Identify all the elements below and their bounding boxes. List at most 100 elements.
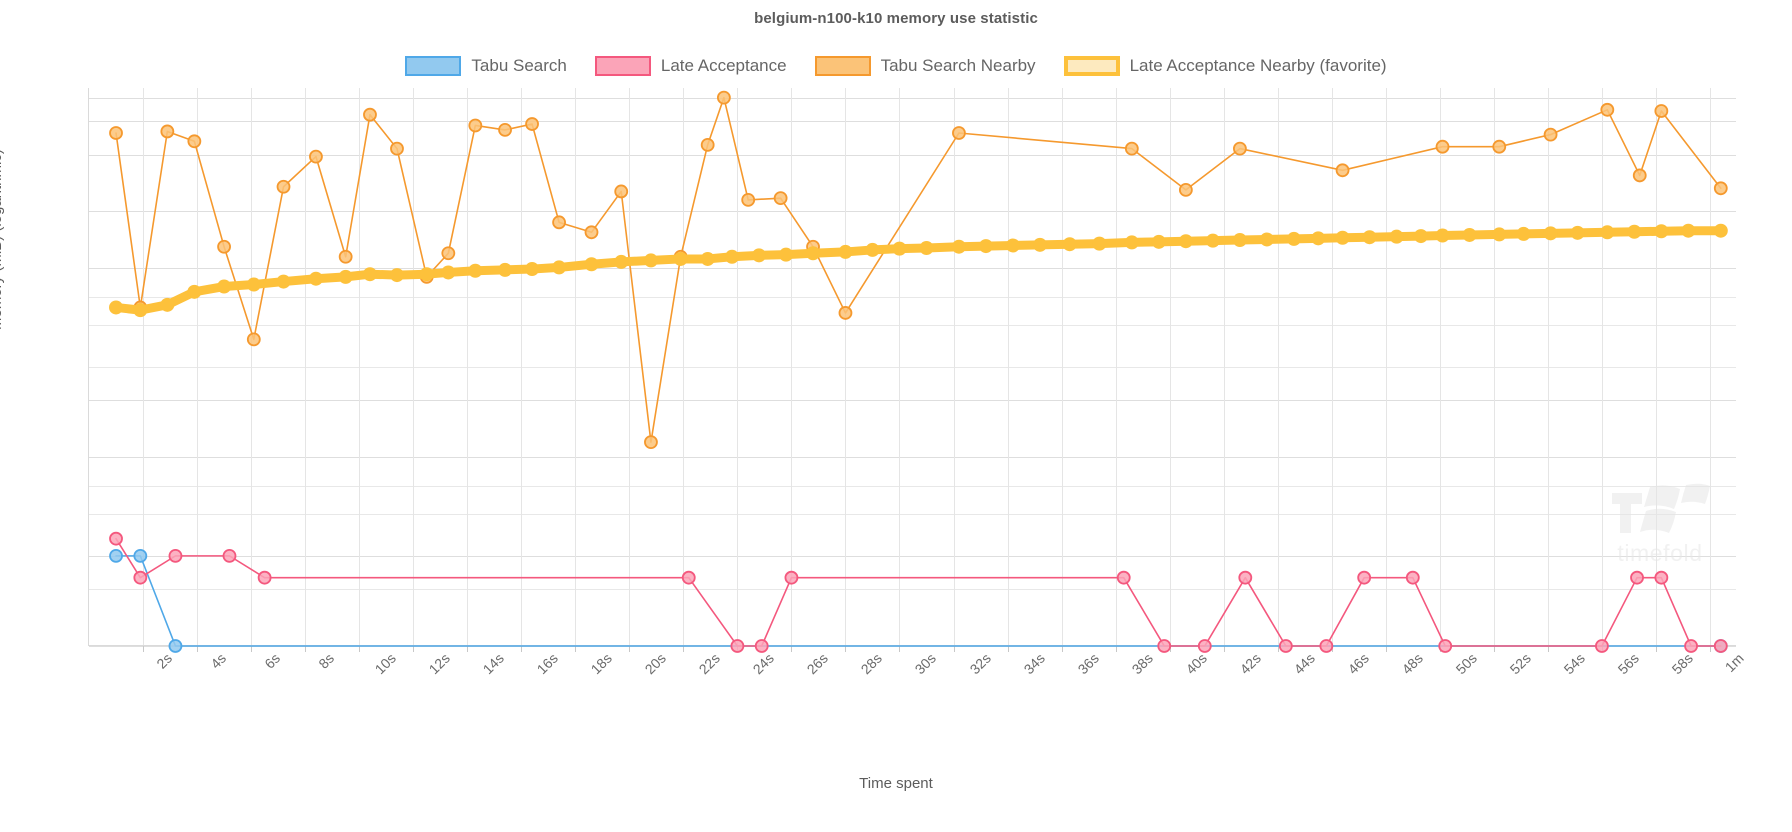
data-point[interactable] [1600,225,1615,240]
data-point[interactable] [773,191,788,206]
data-point[interactable] [643,253,658,268]
data-point[interactable] [187,134,202,149]
data-point[interactable] [109,548,123,563]
data-point[interactable] [276,274,291,289]
data-point[interactable] [1362,230,1377,245]
data-point[interactable] [160,297,175,312]
data-point[interactable] [681,570,696,585]
data-point[interactable] [1684,639,1698,653]
data-point[interactable] [441,265,456,280]
legend-item-tabu-search-nearby[interactable]: Tabu Search Nearby [814,56,1036,76]
data-point[interactable] [338,249,353,264]
data-point[interactable] [1205,233,1220,248]
data-point[interactable] [109,531,123,546]
data-point[interactable] [752,248,767,263]
data-point[interactable] [1492,227,1507,242]
data-point[interactable] [614,184,629,199]
data-point[interactable] [673,251,688,266]
data-point[interactable] [419,267,434,282]
data-point[interactable] [1654,570,1669,585]
data-point[interactable] [1178,182,1193,197]
data-point[interactable] [552,215,566,230]
data-point[interactable] [716,90,731,105]
data-point[interactable] [1632,168,1647,183]
data-point[interactable] [584,225,599,240]
data-point[interactable] [784,570,799,585]
data-point[interactable] [1124,141,1139,156]
data-point[interactable] [1627,224,1642,239]
data-point[interactable] [109,126,123,140]
data-point[interactable] [724,249,739,264]
legend-item-late-acceptance-nearby-favorite[interactable]: Late Acceptance Nearby (favorite) [1063,56,1387,76]
data-point[interactable] [1713,181,1728,196]
data-point[interactable] [892,241,907,256]
data-point[interactable] [525,117,539,131]
data-point[interactable] [1311,231,1326,246]
data-point[interactable] [978,239,993,254]
data-point[interactable] [1438,639,1453,653]
data-point[interactable] [1492,139,1507,154]
data-point[interactable] [1462,227,1477,242]
data-point[interactable] [1286,231,1301,246]
data-point[interactable] [1124,235,1139,250]
data-point[interactable] [1713,223,1728,238]
data-point[interactable] [1032,237,1047,252]
data-point[interactable] [498,262,513,277]
data-point[interactable] [838,306,853,320]
data-point[interactable] [838,244,853,259]
data-point[interactable] [951,239,966,254]
data-point[interactable] [363,107,377,122]
data-point[interactable] [1259,232,1274,247]
data-point[interactable] [498,123,512,137]
data-point[interactable] [1413,229,1428,244]
data-point[interactable] [741,193,756,207]
data-point[interactable] [441,246,456,261]
data-point[interactable] [1062,237,1077,252]
data-point[interactable] [1233,141,1247,156]
data-point[interactable] [187,284,202,299]
data-point[interactable] [1151,234,1166,249]
data-point[interactable] [1516,226,1531,241]
data-point[interactable] [919,240,934,255]
data-point[interactable] [390,141,404,156]
data-point[interactable] [1713,639,1728,653]
data-point[interactable] [1357,570,1372,585]
data-point[interactable] [338,269,353,284]
data-point[interactable] [614,254,629,269]
data-point[interactable] [246,332,261,347]
data-point[interactable] [1116,570,1131,585]
data-point[interactable] [952,126,966,140]
data-point[interactable] [1543,226,1558,241]
data-point[interactable] [1005,238,1020,253]
data-point[interactable] [1435,228,1450,243]
data-point[interactable] [644,435,658,450]
data-point[interactable] [1238,570,1253,585]
data-point[interactable] [1092,236,1107,251]
data-point[interactable] [468,263,483,278]
data-point[interactable] [1654,104,1669,118]
data-point[interactable] [1543,127,1558,142]
data-point[interactable] [1681,223,1696,238]
data-point[interactable] [133,548,148,563]
data-point[interactable] [168,548,183,563]
data-point[interactable] [276,179,291,194]
data-point[interactable] [168,639,183,653]
data-point[interactable] [700,251,715,266]
data-point[interactable] [246,277,261,292]
data-point[interactable] [257,570,272,585]
data-point[interactable] [468,118,483,133]
data-point[interactable] [217,279,232,294]
data-point[interactable] [1595,639,1609,653]
data-point[interactable] [552,260,567,275]
data-point[interactable] [222,548,237,563]
data-point[interactable] [1319,639,1334,653]
legend-item-late-acceptance[interactable]: Late Acceptance [594,56,787,76]
data-point[interactable] [806,246,821,261]
data-point[interactable] [1178,234,1193,249]
data-point[interactable] [1435,139,1450,154]
data-point[interactable] [1600,102,1615,117]
data-point[interactable] [865,242,880,257]
data-point[interactable] [1654,224,1669,239]
data-point[interactable] [1405,570,1420,585]
data-point[interactable] [1197,639,1212,653]
